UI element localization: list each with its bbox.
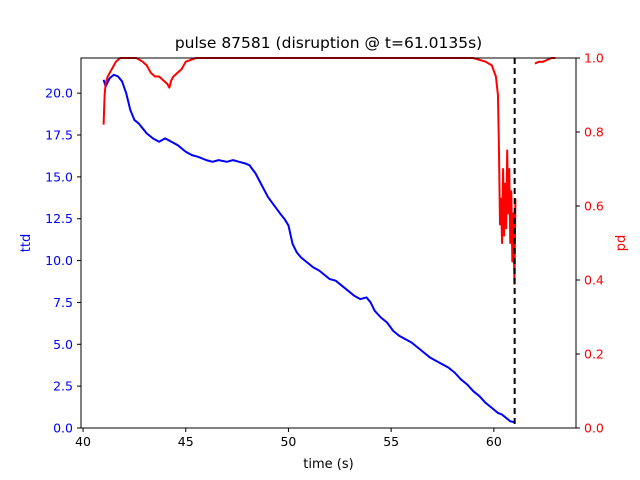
x-tick-label: 60 bbox=[486, 434, 502, 449]
y-right-tick-label: 0.6 bbox=[584, 199, 604, 214]
y-right-tick-label: 0.2 bbox=[584, 347, 604, 362]
y-right-tick-label: 1.0 bbox=[584, 51, 604, 66]
x-axis-ticks: 40 45 50 55 60 bbox=[75, 428, 502, 449]
series-line-ttd-0 bbox=[102, 73, 515, 424]
plot-border bbox=[80, 57, 577, 429]
y-left-tick-label: 0.0 bbox=[53, 421, 73, 436]
series-line-pd-2 bbox=[534, 57, 556, 65]
y-left-tick-label: 10.0 bbox=[45, 253, 73, 268]
y-left-tick-label: 20.0 bbox=[45, 86, 73, 101]
x-axis-label: time (s) bbox=[303, 457, 353, 472]
y-right-tick-label: 0.0 bbox=[584, 421, 604, 436]
y-left-tick-label: 5.0 bbox=[53, 337, 73, 352]
y-left-axis-ticks: 0.0 2.5 5.0 7.5 10.0 12.5 15.0 17.5 20.0 bbox=[45, 86, 81, 436]
series-line-pd-1 bbox=[102, 57, 517, 285]
y-right-axis-label: pd bbox=[614, 235, 629, 252]
x-tick-label: 40 bbox=[75, 434, 91, 449]
x-tick-label: 50 bbox=[280, 434, 296, 449]
series-group bbox=[102, 57, 556, 428]
chart-title-group: pulse 87581 (disruption @ t=61.0135s) bbox=[175, 34, 482, 52]
y-left-tick-label: 2.5 bbox=[53, 379, 73, 394]
chart-title: pulse 87581 (disruption @ t=61.0135s) bbox=[175, 34, 482, 52]
y-left-axis-label: ttd bbox=[19, 234, 34, 252]
y-right-tick-label: 0.8 bbox=[584, 125, 604, 140]
y-left-tick-label: 17.5 bbox=[45, 128, 73, 143]
x-tick-label: 45 bbox=[178, 434, 194, 449]
axes-frame bbox=[80, 57, 577, 429]
y-left-tick-label: 12.5 bbox=[45, 211, 73, 226]
x-tick-label: 55 bbox=[383, 434, 399, 449]
y-left-tick-label: 15.0 bbox=[45, 169, 73, 184]
y-right-tick-label: 0.4 bbox=[584, 273, 604, 288]
y-left-tick-label: 7.5 bbox=[53, 295, 73, 310]
y-right-axis-ticks: 0.0 0.2 0.4 0.6 0.8 1.0 bbox=[576, 51, 604, 436]
